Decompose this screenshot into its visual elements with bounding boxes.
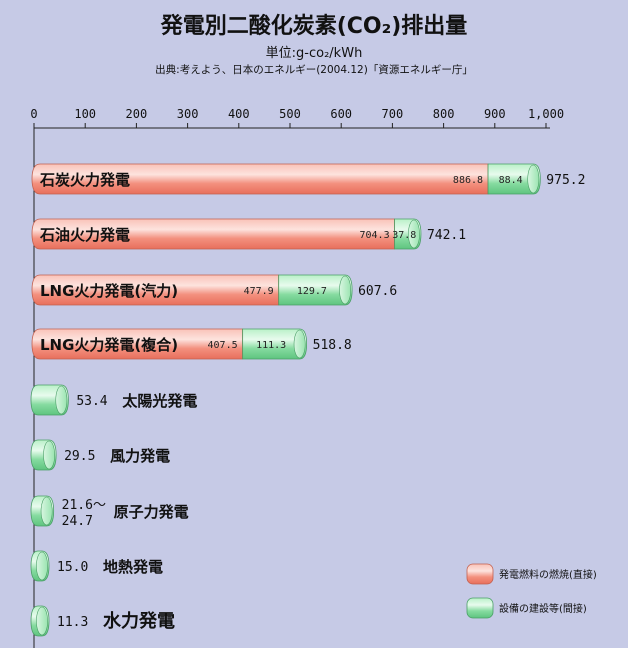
- bar-fuel-segment: [31, 328, 244, 360]
- bar-row: 石油火力発電 704.3 37.8 742.1: [31, 218, 466, 250]
- bar-row: LNG火力発電(複合) 407.5 111.3 518.8: [31, 328, 352, 360]
- bar-row: 21.6〜24.7 原子力発電: [30, 495, 189, 529]
- bar-end-cap: [40, 496, 53, 526]
- bars-group: 石炭火力発電 886.8 88.4 975.2 石油火力発電 704.3 37.8 742.1…: [30, 163, 585, 637]
- bar-facility-segment: [487, 163, 541, 195]
- legend: 発電燃料の燃焼(直接) 設備の建設等(間接): [466, 563, 597, 619]
- category-label: LNG火力発電(複合): [40, 336, 178, 354]
- x-tick-label: 900: [484, 107, 506, 121]
- total-value-label: 607.6: [358, 284, 397, 299]
- fuel-value-label: 704.3: [359, 230, 389, 241]
- x-tick-label: 1,000: [528, 107, 564, 121]
- facility-value-label: 129.7: [297, 286, 327, 297]
- legend-label: 設備の建設等(間接): [499, 602, 587, 615]
- fuel-value-label: 407.5: [208, 340, 238, 351]
- facility-value-label: 111.3: [256, 340, 286, 351]
- x-tick-label: 0: [30, 107, 37, 121]
- legend-swatch: [466, 597, 494, 619]
- category-label: 太陽光発電: [122, 392, 197, 410]
- total-value-label: 742.1: [427, 228, 466, 243]
- category-label: 石炭火力発電: [39, 171, 130, 189]
- bar-fuel-segment: [31, 163, 489, 195]
- x-tick-label: 800: [433, 107, 455, 121]
- category-label: 石油火力発電: [39, 226, 130, 244]
- x-tick-label: 400: [228, 107, 250, 121]
- total-value-label: 15.0: [57, 560, 88, 575]
- x-tick-label: 300: [177, 107, 199, 121]
- total-value-label: 518.8: [313, 338, 352, 353]
- bar-end-cap: [527, 164, 540, 194]
- bar-facility-segment: [278, 274, 353, 306]
- bar-end-cap: [339, 275, 351, 305]
- bar-row: 11.3 水力発電: [30, 605, 175, 637]
- total-value-label: 53.4: [76, 394, 107, 409]
- bar-row: 29.5 風力発電: [30, 439, 170, 471]
- category-label: 原子力発電: [114, 503, 189, 521]
- total-value-label: 29.5: [64, 449, 95, 464]
- category-label: 水力発電: [103, 610, 175, 632]
- x-axis: 0 100 200 300 400 500 600 700 800 900 1,000: [30, 107, 564, 648]
- chart-unit: 単位:g-co₂/kWh: [265, 46, 363, 61]
- total-value-label-2: 24.7: [62, 514, 93, 529]
- x-tick-label: 700: [382, 107, 404, 121]
- x-tick-label: 500: [279, 107, 301, 121]
- bar-end-cap: [36, 551, 48, 581]
- fuel-value-label: 477.9: [244, 286, 274, 297]
- bar-row: 石炭火力発電 886.8 88.4 975.2: [31, 163, 585, 195]
- total-value-label: 975.2: [546, 173, 585, 188]
- bar-row: 15.0 地熱発電: [30, 550, 163, 582]
- bar-end-cap: [408, 219, 420, 249]
- x-tick-label: 100: [74, 107, 96, 121]
- category-label: LNG火力発電(汽力): [40, 282, 178, 300]
- category-label: 地熱発電: [103, 558, 163, 576]
- x-tick-label: 200: [126, 107, 148, 121]
- x-tick-label: 600: [330, 107, 352, 121]
- total-value-label: 21.6〜: [62, 498, 106, 513]
- legend-label: 発電燃料の燃焼(直接): [499, 568, 597, 581]
- chart-source: 出典:考えよう、日本のエネルギー(2004.12)「資源エネルギー庁」: [155, 64, 473, 76]
- total-value-label: 11.3: [57, 615, 88, 630]
- bar-row: LNG火力発電(汽力) 477.9 129.7 607.6: [31, 274, 397, 306]
- bar-end-cap: [293, 329, 306, 359]
- facility-value-label: 37.8: [392, 230, 416, 241]
- category-label: 風力発電: [110, 447, 170, 465]
- bar-row: 53.4 太陽光発電: [30, 384, 197, 416]
- facility-value-label: 88.4: [499, 175, 523, 186]
- bar-fuel-segment: [31, 274, 280, 306]
- chart-title: 発電別二酸化炭素(CO₂)排出量: [160, 14, 468, 39]
- legend-swatch: [466, 563, 494, 585]
- bar-end-cap: [55, 385, 68, 415]
- bar-end-cap: [36, 606, 48, 636]
- bar-facility-segment: [242, 328, 308, 360]
- fuel-value-label: 886.8: [453, 175, 483, 186]
- bar-fuel-segment: [31, 218, 396, 250]
- bar-end-cap: [43, 440, 56, 470]
